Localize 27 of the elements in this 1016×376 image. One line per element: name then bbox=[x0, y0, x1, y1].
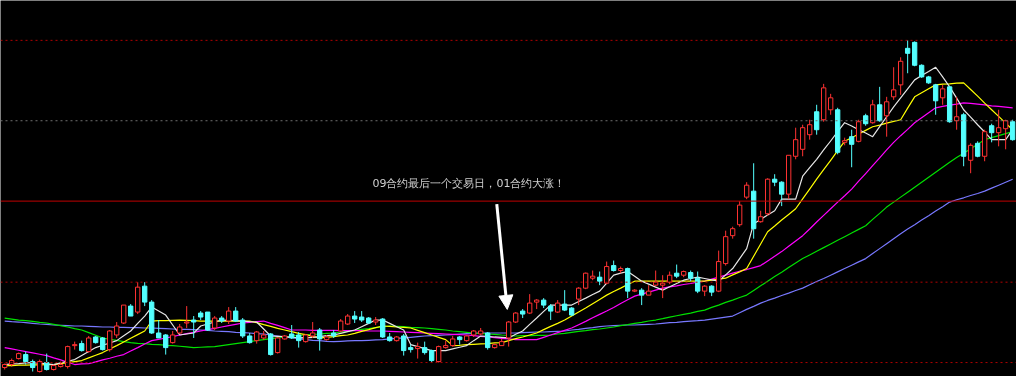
candlestick bbox=[191, 315, 197, 339]
annotation: 09合约最后一个交易日，01合约大涨！ bbox=[372, 176, 566, 190]
candlestick bbox=[827, 93, 834, 116]
candlestick bbox=[799, 124, 806, 157]
candlestick bbox=[967, 142, 974, 174]
candlestick bbox=[897, 56, 904, 96]
candlestick bbox=[988, 123, 995, 143]
candlestick bbox=[792, 127, 799, 160]
candlestick bbox=[806, 119, 813, 141]
candlestick bbox=[813, 104, 820, 136]
candlestick bbox=[506, 320, 512, 348]
candlestick bbox=[736, 200, 743, 228]
candlestick bbox=[1002, 119, 1009, 150]
candlestick bbox=[932, 83, 939, 116]
candlestick bbox=[184, 305, 190, 329]
candlestick bbox=[883, 96, 890, 138]
candlestick bbox=[876, 86, 883, 123]
candlestick bbox=[317, 327, 323, 352]
candlestick bbox=[995, 109, 1002, 147]
candlestick bbox=[890, 66, 897, 101]
candlestick bbox=[939, 84, 946, 106]
candlestick bbox=[904, 39, 911, 74]
candlestick bbox=[625, 267, 631, 299]
candlestick bbox=[848, 129, 855, 168]
candlestick bbox=[911, 40, 918, 67]
candlestick bbox=[660, 274, 666, 299]
candlestick bbox=[778, 180, 785, 207]
